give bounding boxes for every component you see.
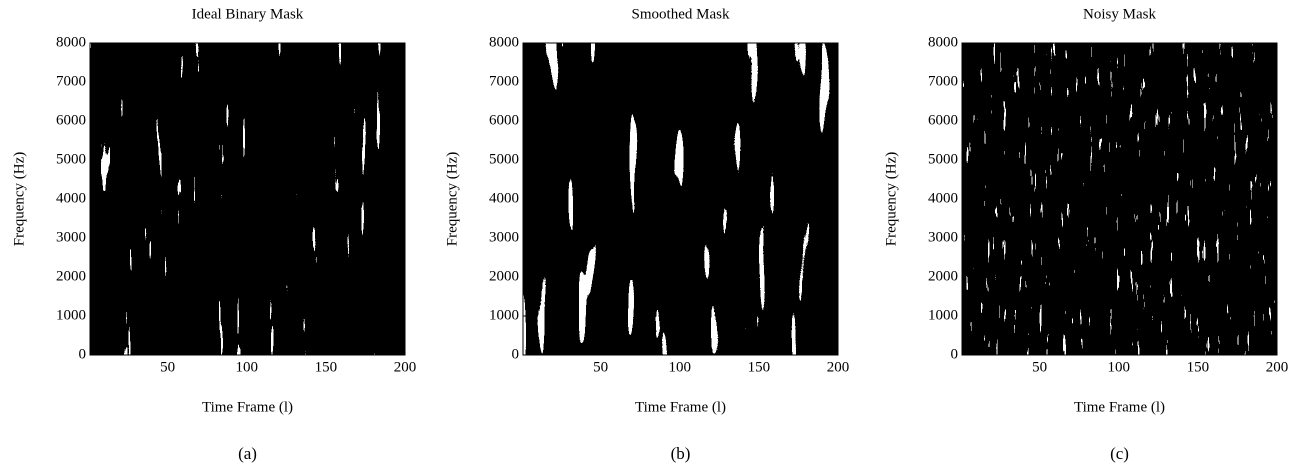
caption: (a) bbox=[238, 444, 257, 463]
x-axis-label: Time Frame (l) bbox=[202, 399, 293, 415]
y-tick-label: 2000 bbox=[928, 268, 958, 284]
y-tick-label: 5000 bbox=[56, 151, 86, 167]
x-tick-label: 100 bbox=[1107, 359, 1130, 375]
y-tick-label: 1000 bbox=[56, 307, 86, 323]
y-tick-label: 3000 bbox=[56, 229, 86, 245]
y-tick-label: 4000 bbox=[56, 190, 86, 206]
x-tick-label: 100 bbox=[668, 359, 691, 375]
y-tick-label: 1000 bbox=[928, 307, 958, 323]
mask-image bbox=[90, 43, 405, 355]
x-tick-label: 50 bbox=[160, 359, 175, 375]
y-tick-label: 6000 bbox=[489, 112, 519, 128]
y-tick-label: 2000 bbox=[56, 268, 86, 284]
y-tick-label: 8000 bbox=[489, 34, 519, 50]
x-tick-label: 150 bbox=[315, 359, 338, 375]
mask-image bbox=[523, 43, 838, 355]
mask-image bbox=[962, 43, 1277, 355]
x-tick-label: 200 bbox=[827, 359, 850, 375]
y-tick-label: 0 bbox=[79, 346, 87, 362]
x-tick-label: 200 bbox=[394, 359, 417, 375]
y-tick-label: 3000 bbox=[928, 229, 958, 245]
x-tick-label: 150 bbox=[748, 359, 771, 375]
y-tick-label: 6000 bbox=[56, 112, 86, 128]
x-tick-label: 200 bbox=[1266, 359, 1289, 375]
y-tick-label: 8000 bbox=[56, 34, 86, 50]
x-tick-label: 100 bbox=[235, 359, 258, 375]
x-tick-label: 150 bbox=[1187, 359, 1210, 375]
y-tick-label: 1000 bbox=[489, 307, 519, 323]
y-tick-label: 0 bbox=[512, 346, 520, 362]
caption: (c) bbox=[1110, 444, 1129, 463]
y-tick-label: 7000 bbox=[489, 73, 519, 89]
y-tick-label: 6000 bbox=[928, 112, 958, 128]
chart-title: Ideal Binary Mask bbox=[192, 6, 304, 22]
x-tick-label: 50 bbox=[1032, 359, 1047, 375]
y-axis-label: Frequency (Hz) bbox=[11, 152, 27, 247]
x-tick-label: 50 bbox=[593, 359, 608, 375]
chart-title: Noisy Mask bbox=[1083, 6, 1156, 22]
y-axis-label: Frequency (Hz) bbox=[444, 152, 460, 247]
x-axis-label: Time Frame (l) bbox=[1074, 399, 1165, 415]
x-axis-label: Time Frame (l) bbox=[635, 399, 726, 415]
y-tick-label: 5000 bbox=[928, 151, 958, 167]
y-tick-label: 5000 bbox=[489, 151, 519, 167]
y-tick-label: 4000 bbox=[928, 190, 958, 206]
y-tick-label: 2000 bbox=[489, 268, 519, 284]
y-tick-label: 0 bbox=[951, 346, 959, 362]
y-tick-label: 8000 bbox=[928, 34, 958, 50]
chart-title: Smoothed Mask bbox=[632, 6, 730, 22]
y-tick-label: 3000 bbox=[489, 229, 519, 245]
y-tick-label: 4000 bbox=[489, 190, 519, 206]
y-tick-label: 7000 bbox=[928, 73, 958, 89]
y-axis-label: Frequency (Hz) bbox=[883, 152, 899, 247]
y-tick-label: 7000 bbox=[56, 73, 86, 89]
caption: (b) bbox=[671, 444, 691, 463]
